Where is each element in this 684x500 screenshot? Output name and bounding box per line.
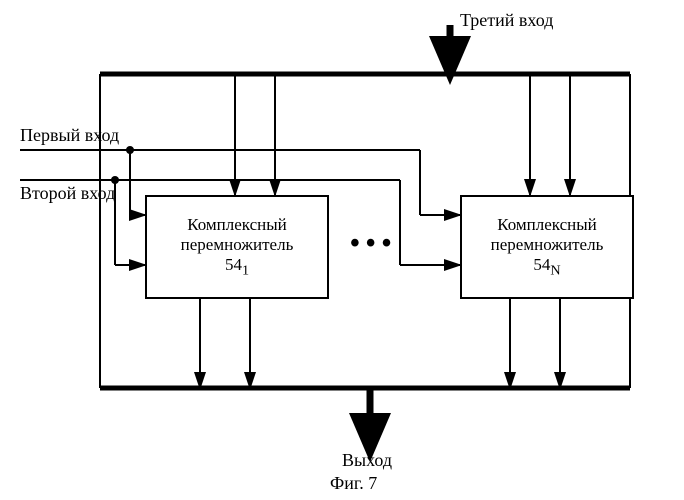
label-input1: Первый вход (20, 125, 119, 146)
label-input2: Второй вход (20, 183, 115, 204)
label-figure: Фиг. 7 (330, 473, 377, 494)
boxN-line1: Комплексный (497, 215, 597, 235)
multiplier-box-n: Комплексный перемножитель 54N (460, 195, 634, 299)
label-input3: Третий вход (460, 10, 553, 31)
diagram-canvas: Третий вход Первый вход Второй вход Выхо… (0, 0, 684, 500)
box1-line3: 541 (225, 255, 249, 279)
label-output: Выход (342, 450, 392, 471)
boxN-line2: перемножитель (491, 235, 604, 255)
ellipsis-dots: ••• (350, 228, 397, 260)
box1-line2: перемножитель (181, 235, 294, 255)
multiplier-box-1: Комплексный перемножитель 541 (145, 195, 329, 299)
boxN-line3: 54N (533, 255, 560, 279)
box1-line1: Комплексный (187, 215, 287, 235)
